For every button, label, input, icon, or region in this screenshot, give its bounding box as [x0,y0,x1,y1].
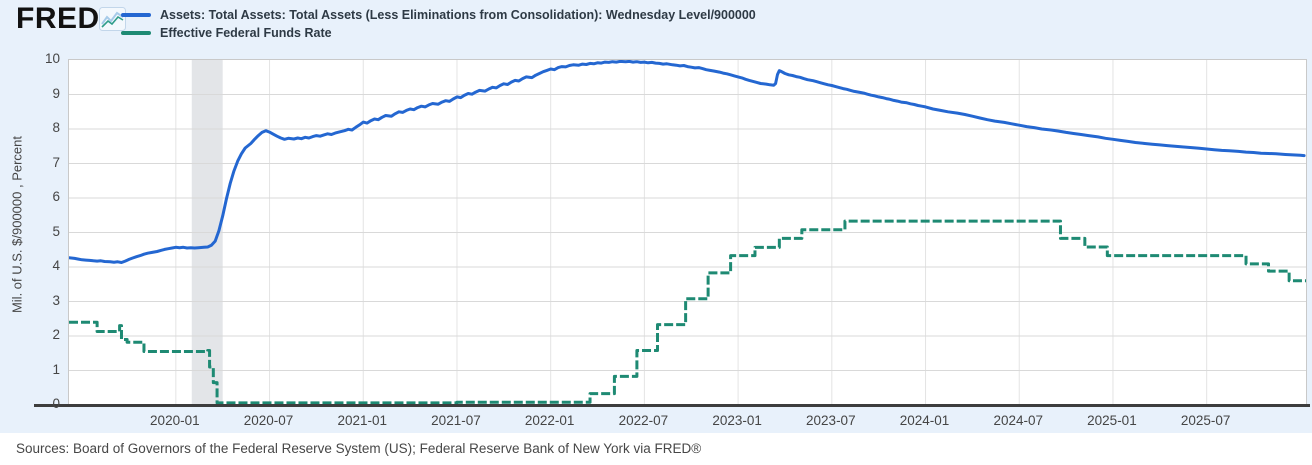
legend-item-effr: Effective Federal Funds Rate [121,25,756,41]
chart-canvas [69,60,1306,405]
y-tick-label: 0 [52,396,60,411]
assets-series-swatch [121,13,151,17]
x-tick-label: 2020-07 [243,413,294,428]
x-tick-label: 2024-07 [993,413,1043,428]
y-tick-label: 10 [44,51,60,66]
effr-series-swatch [121,31,151,35]
x-tick-label: 2023-01 [712,413,762,428]
x-tick-label: 2025-07 [1180,413,1231,428]
chart-background: FRED Assets: Total Assets: Total Assets … [0,0,1312,433]
y-tick-label: 7 [52,154,60,170]
y-tick-label: 3 [52,292,60,308]
y-tick-label: 6 [52,189,60,204]
source-text: Sources: Board of Governors of the Feder… [16,441,702,456]
y-tick-label: 9 [52,85,60,101]
y-tick-label: 1 [52,361,60,377]
y-tick-label: 4 [52,258,60,273]
fred-logo-chart-icon [99,7,126,31]
fred-logo: FRED [16,2,100,35]
effr-series-line [69,219,1306,405]
x-tick-label: 2022-07 [618,413,669,428]
x-axis-line [34,404,1310,407]
x-tick-label: 2020-01 [150,413,200,428]
assets-series-line [69,60,1306,264]
assets-series-label: Assets: Total Assets: Total Assets (Less… [160,8,756,22]
effr-series-label: Effective Federal Funds Rate [160,26,332,40]
x-tick-label: 2021-07 [431,413,481,428]
footer-bar: Sources: Board of Governors of the Feder… [0,433,1312,465]
x-tick-label: 2023-07 [806,413,856,428]
y-tick-label: 8 [52,120,60,135]
legend: Assets: Total Assets: Total Assets (Less… [121,7,756,41]
plot-area[interactable] [68,59,1307,405]
x-tick-label: 2021-01 [337,413,388,428]
x-tick-label: 2022-01 [524,413,575,428]
x-tick-label: 2024-01 [899,413,950,428]
legend-item-assets: Assets: Total Assets: Total Assets (Less… [121,7,756,23]
x-tick-label: 2025-01 [1087,413,1137,428]
y-tick-label: 5 [52,223,60,239]
y-tick-label: 2 [52,327,60,342]
